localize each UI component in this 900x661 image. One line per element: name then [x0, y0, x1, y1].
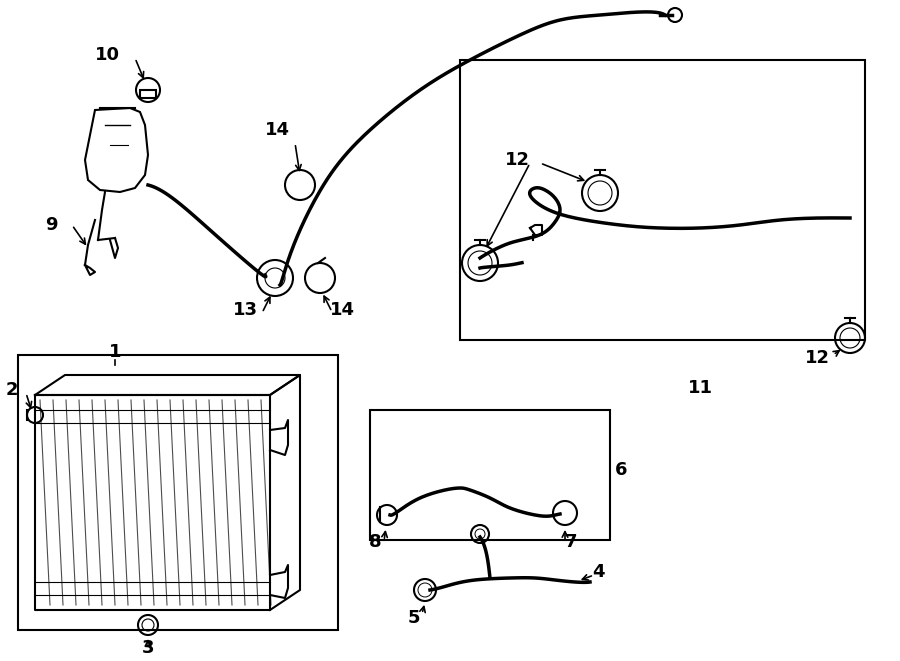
Text: 2: 2 [5, 381, 18, 399]
Text: 9: 9 [46, 216, 58, 234]
Text: 5: 5 [408, 609, 420, 627]
Bar [460, 60, 865, 340]
Text: 1: 1 [109, 343, 122, 361]
Text: 7: 7 [565, 533, 578, 551]
Bar [18, 355, 338, 630]
Text: 14: 14 [265, 121, 290, 139]
Text: 13: 13 [233, 301, 258, 319]
Text: 6: 6 [615, 461, 627, 479]
Text: 11: 11 [688, 379, 713, 397]
Text: 3: 3 [142, 639, 154, 657]
Bar [140, 90, 156, 98]
Bar [370, 410, 610, 540]
Text: 10: 10 [95, 46, 120, 64]
Text: 14: 14 [330, 301, 355, 319]
Text: 12: 12 [505, 151, 530, 169]
Text: 4: 4 [592, 563, 605, 581]
Text: 12: 12 [805, 349, 830, 367]
Text: 8: 8 [369, 533, 382, 551]
